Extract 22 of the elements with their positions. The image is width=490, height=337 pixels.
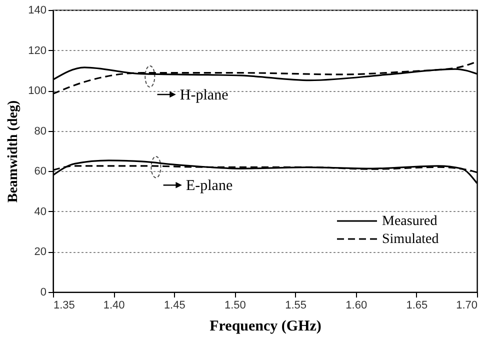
annotation: H-plane <box>180 87 229 104</box>
y-tick-label: 60 <box>34 166 46 178</box>
annotation: E-plane <box>186 178 233 194</box>
x-tick-label: 1.50 <box>224 300 246 312</box>
x-tick-label: 1.60 <box>346 300 368 312</box>
x-tick-label: 1.40 <box>103 300 125 312</box>
x-tick-label: 1.55 <box>285 300 306 312</box>
x-tick-label: 1.45 <box>164 300 186 312</box>
x-axis-title: Frequency (GHz) <box>210 318 322 334</box>
legend-label: Simulated <box>382 232 439 247</box>
y-tick-label: 120 <box>28 44 46 57</box>
y-tick-label: 80 <box>34 125 46 138</box>
legend-label: Measured <box>382 214 438 229</box>
x-tick-label: 1.70 <box>456 300 478 312</box>
x-tick-label: 1.65 <box>406 300 428 312</box>
y-axis-title: Beamwidth (deg) <box>6 100 22 203</box>
y-tick-label: 100 <box>28 85 46 98</box>
y-tick-label: 40 <box>34 206 46 218</box>
y-tick-label: 0 <box>40 286 46 298</box>
x-tick-label: 1.35 <box>54 300 75 312</box>
y-tick-label: 20 <box>34 246 46 258</box>
y-tick-label: 140 <box>28 4 46 16</box>
